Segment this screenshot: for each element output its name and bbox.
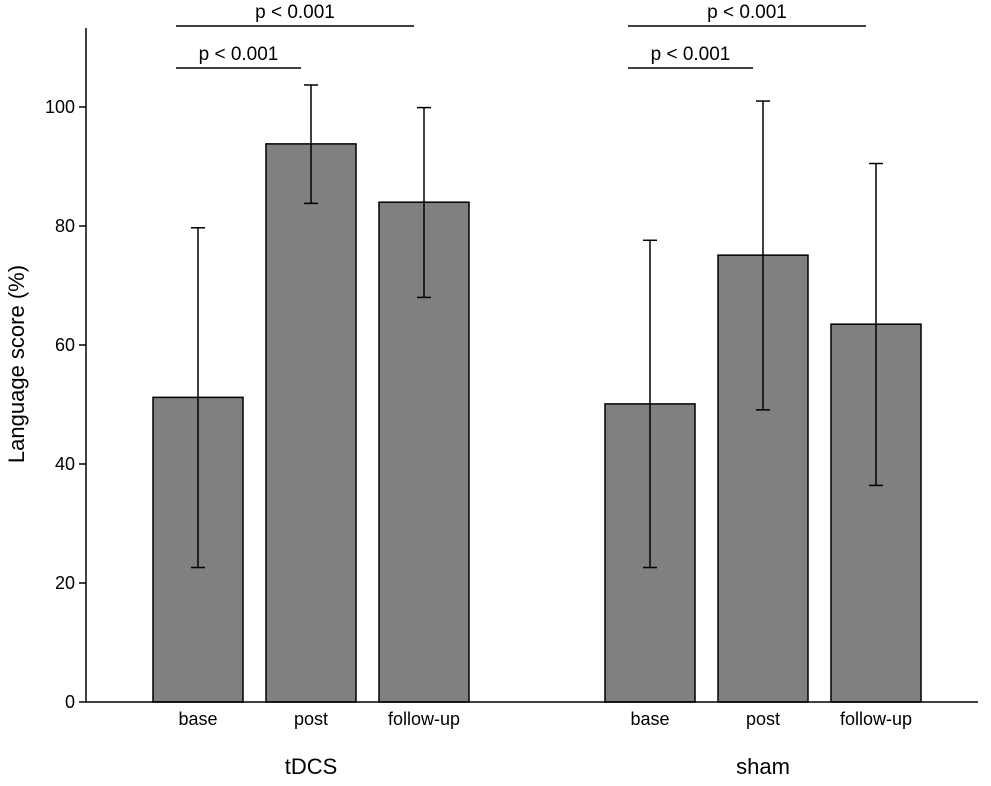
significance-label-0: p < 0.001	[199, 44, 279, 65]
group-label-sham: sham	[736, 754, 790, 779]
category-label-tDCS-base: base	[178, 709, 217, 729]
y-tick-label-0: 0	[65, 692, 75, 712]
significance-label-2: p < 0.001	[651, 44, 731, 65]
significance-layer: p < 0.001 p < 0.001 p < 0.001 p < 0.001	[176, 2, 866, 69]
error-bars-layer	[191, 84, 883, 569]
significance-label-1: p < 0.001	[255, 2, 335, 23]
category-label-sham-base: base	[630, 709, 669, 729]
category-label-sham-post: post	[746, 709, 780, 729]
labels-layer: base post follow-up tDCS base post follow-up sh…	[178, 709, 912, 779]
axes-layer	[85, 28, 978, 703]
y-tick-label-100: 100	[45, 97, 75, 117]
y-tick-label-40: 40	[55, 454, 75, 474]
group-label-tDCS: tDCS	[285, 754, 338, 779]
y-tick-label-60: 60	[55, 335, 75, 355]
significance-label-3: p < 0.001	[707, 2, 787, 23]
y-axis-title: Language score (%)	[4, 265, 29, 463]
category-label-sham-follow-up: follow-up	[840, 709, 912, 729]
y-tick-label-20: 20	[55, 573, 75, 593]
category-label-tDCS-follow-up: follow-up	[388, 709, 460, 729]
y-tick-label-80: 80	[55, 216, 75, 236]
ticks-layer: 0 20 40 60 80 100	[45, 97, 86, 712]
category-label-tDCS-post: post	[294, 709, 328, 729]
bars-layer	[152, 143, 922, 703]
bar-tDCS-post	[265, 143, 357, 703]
